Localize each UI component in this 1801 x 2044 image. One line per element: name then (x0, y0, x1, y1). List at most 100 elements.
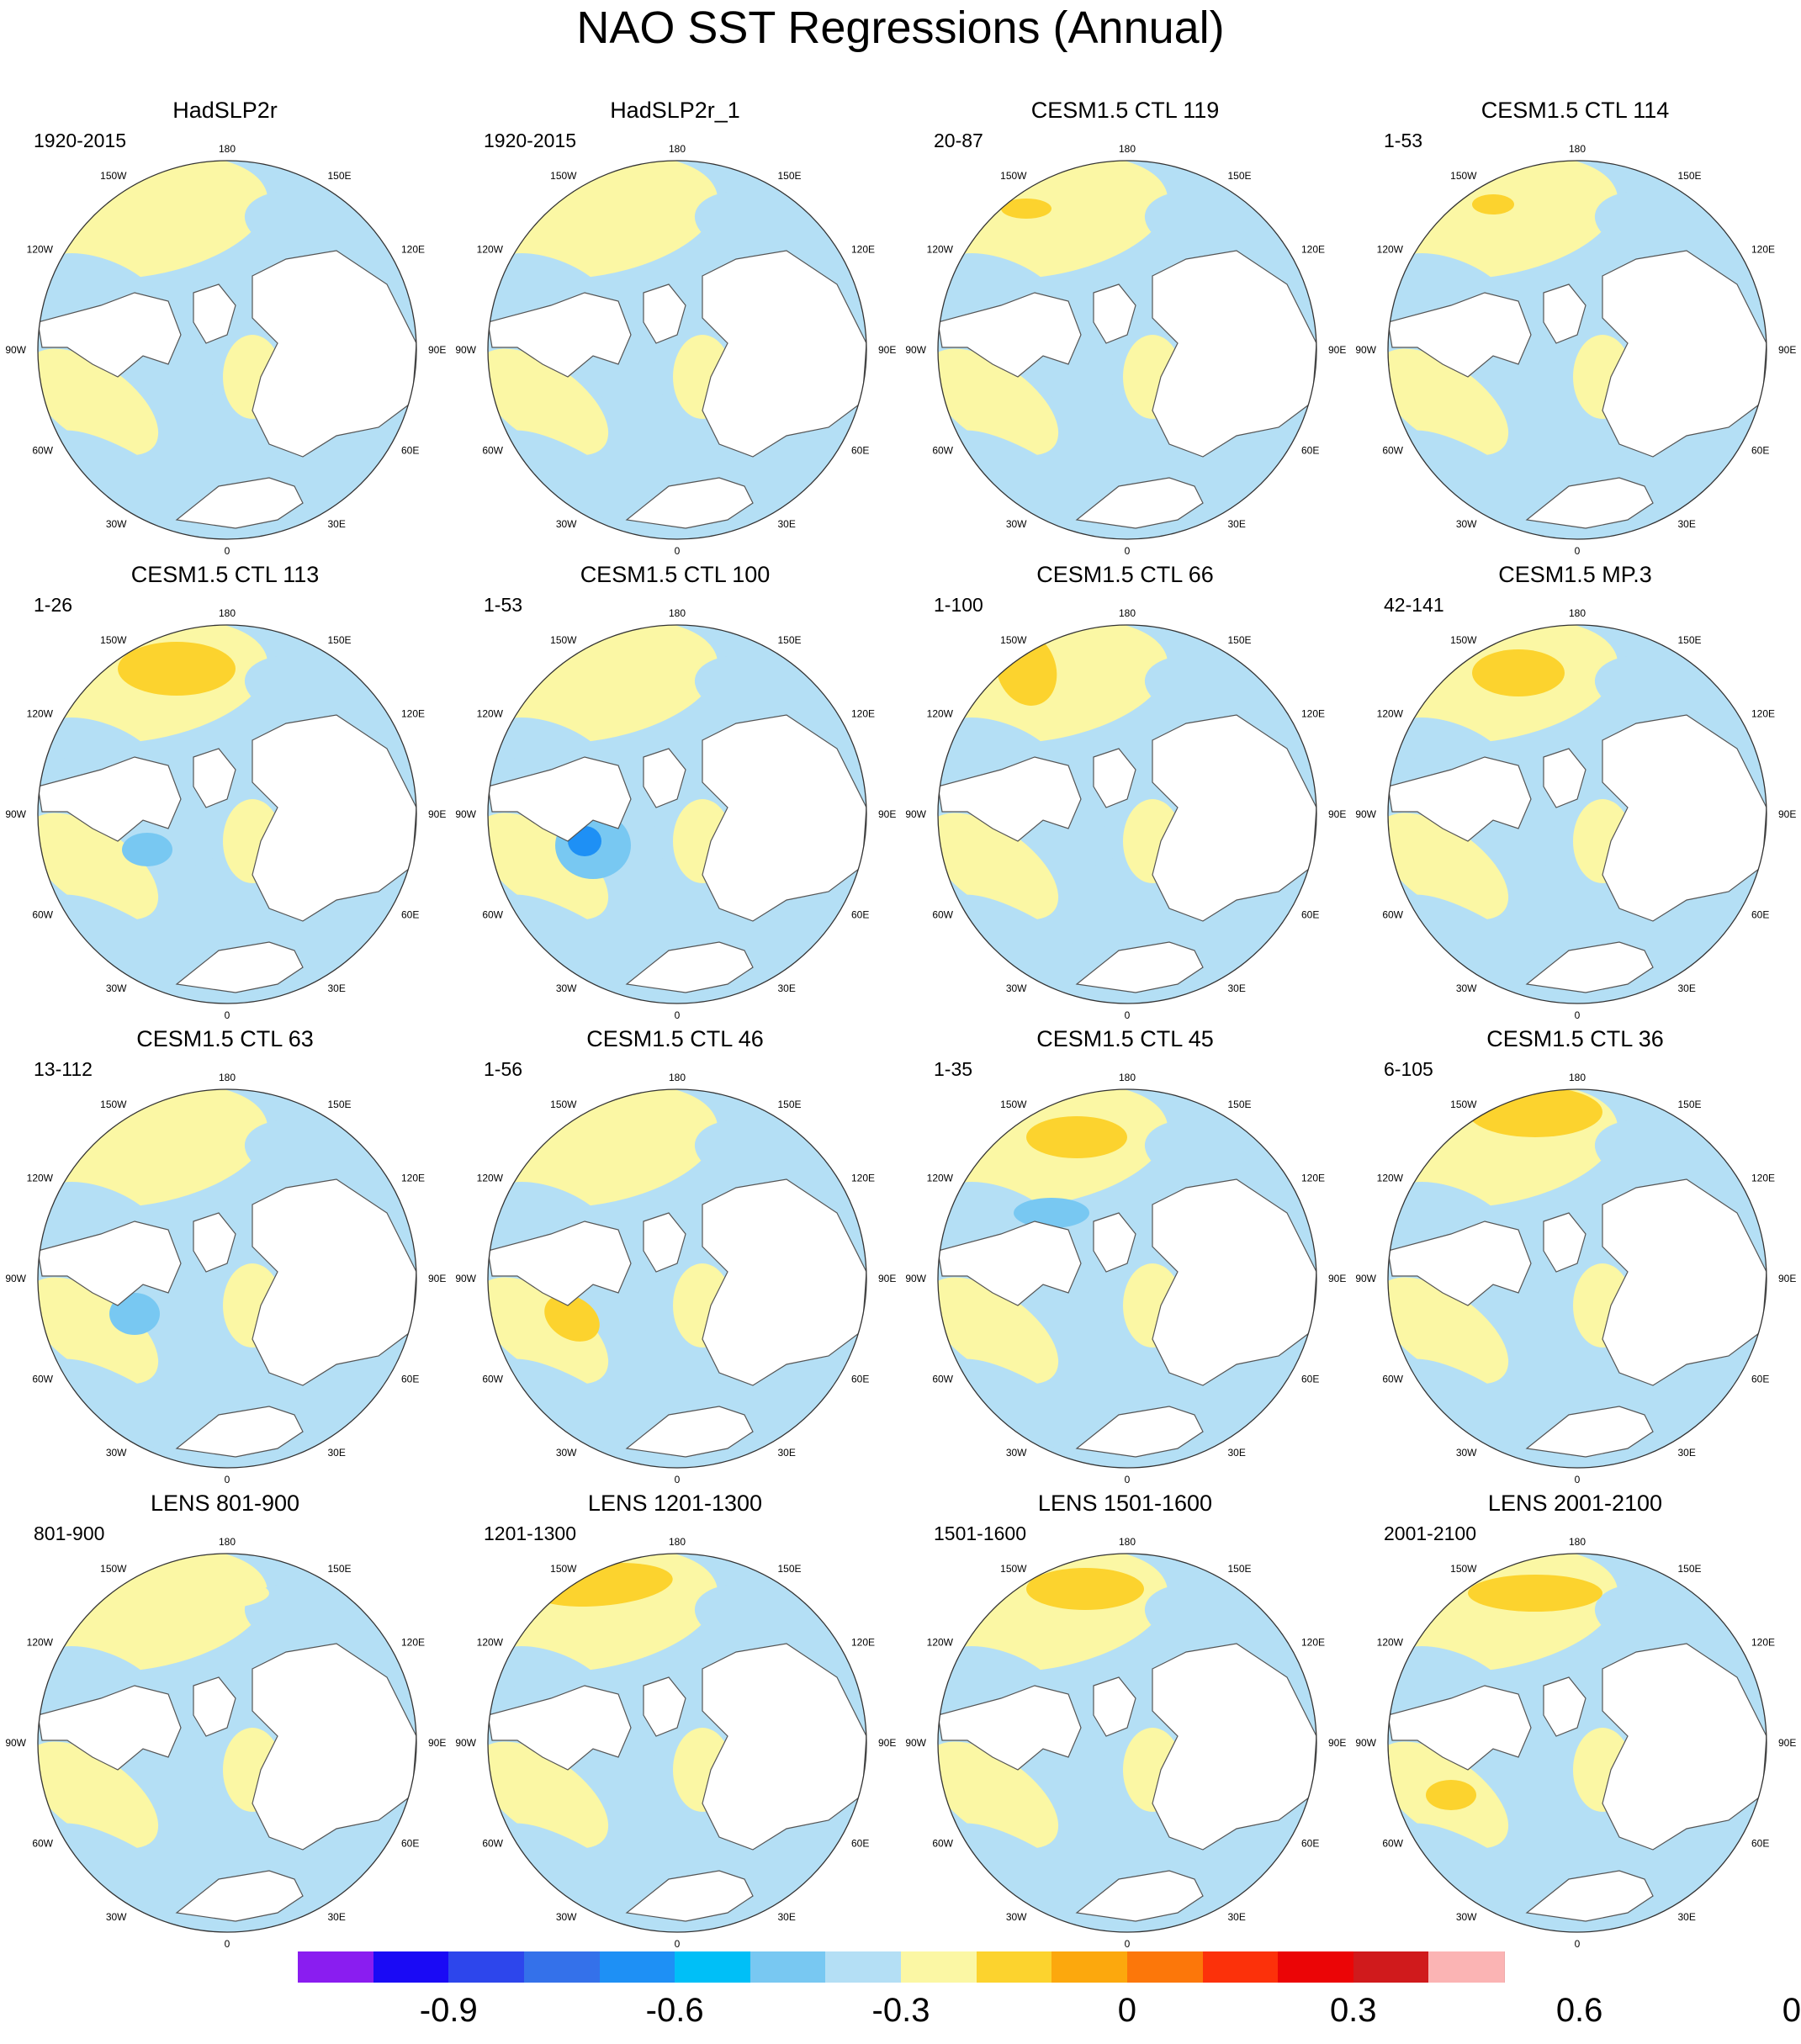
land-mass (1543, 283, 1586, 344)
longitude-label: 120E (851, 244, 875, 256)
land-mass (1602, 1643, 1767, 1851)
land-mass (625, 1870, 754, 1922)
longitude-label: 120W (1377, 244, 1404, 256)
longitude-label: 120E (851, 1637, 875, 1649)
longitude-label: 90E (1328, 1273, 1346, 1284)
panel-title: CESM1.5 MP.3 (1498, 562, 1652, 587)
map-boundary (1387, 624, 1767, 1004)
sst-shading (1594, 1583, 1729, 1654)
longitude-label: 60E (1751, 909, 1769, 921)
longitude-label: 30W (1456, 1911, 1477, 1923)
land-mass (938, 292, 1082, 378)
land-mass (193, 1676, 236, 1737)
longitude-label: 30W (556, 1911, 577, 1923)
longitude-label: 150W (100, 170, 127, 182)
longitude-label: 0 (1575, 1474, 1581, 1485)
polar-map: 180 150E 120E 90E 60E 30E 0 30W 60W 90W 120W 150W (455, 1072, 896, 1485)
longitude-label: 60E (1751, 445, 1769, 457)
longitude-label: 90W (455, 344, 476, 356)
longitude-label: 90W (5, 1737, 26, 1749)
land-mass (252, 714, 416, 922)
longitude-label: 60W (32, 445, 53, 457)
sst-shading (544, 1295, 600, 1342)
longitude-label: 60E (401, 445, 419, 457)
sst-shading (938, 813, 1059, 920)
land-mass (1152, 1643, 1316, 1851)
longitude-label: 120W (477, 708, 504, 720)
map-boundary (1387, 1088, 1767, 1469)
sst-shading (1468, 1575, 1602, 1612)
land-mass (1093, 748, 1136, 808)
longitude-label: 90E (1778, 1737, 1796, 1749)
colorbar-tick-label: 0.9 (1782, 1992, 1801, 2029)
panel-title: LENS 801-900 (150, 1491, 300, 1516)
land-mass (1525, 1406, 1654, 1458)
longitude-label: 60E (1751, 1374, 1769, 1385)
land-mass (1075, 477, 1204, 529)
sst-shading (1388, 348, 1509, 456)
sst-shading (118, 642, 236, 696)
sst-shading (1026, 1279, 1119, 1332)
longitude-label: 30W (556, 1447, 577, 1459)
sst-shading (1472, 649, 1565, 696)
panel-title: CESM1.5 CTL 113 (130, 562, 320, 587)
longitude-label: 150W (1450, 1099, 1477, 1110)
panel-title: CESM1.5 CTL 66 (1036, 562, 1214, 587)
panel-period: 1-53 (1384, 130, 1423, 151)
panel-period: 20-87 (934, 130, 983, 151)
map-panel: CESM1.5 CTL 45 1-35 180 150E 120E 90E 60E 30E 0 3… (900, 1028, 1350, 1492)
longitude-label: 60W (932, 1838, 953, 1850)
longitude-label: 150W (550, 1099, 577, 1110)
colorbar-swatch (976, 1951, 1053, 1983)
land-mass (702, 1178, 866, 1386)
longitude-label: 90W (905, 808, 926, 820)
sst-shading (244, 654, 379, 725)
longitude-label: 30E (778, 982, 796, 994)
longitude-label: 60W (482, 445, 503, 457)
panel-period: 1-26 (34, 594, 73, 616)
sst-shading (938, 1741, 1059, 1849)
sst-shading (938, 348, 1059, 456)
colorbar-swatch (750, 1951, 827, 1983)
longitude-label: 150E (328, 1563, 352, 1575)
longitude-label: 30W (106, 982, 127, 994)
longitude-label: 0 (1575, 1009, 1581, 1021)
longitude-label: 0 (1575, 545, 1581, 557)
land-mass (643, 748, 686, 808)
longitude-label: 120E (1751, 708, 1775, 720)
longitude-label: 90E (428, 808, 446, 820)
longitude-label: 150W (1000, 1099, 1027, 1110)
polar-map: 180 150E 120E 90E 60E 30E 0 30W 60W 90W 120W 150W (5, 143, 446, 557)
longitude-label: 30E (778, 518, 796, 530)
land-mass (1075, 941, 1204, 993)
land-mass (193, 283, 236, 344)
sst-shading (122, 833, 172, 866)
longitude-label: 180 (669, 1536, 686, 1548)
sst-shading (244, 1583, 379, 1654)
sst-shading (52, 1823, 200, 1919)
longitude-label: 60E (401, 1374, 419, 1385)
longitude-label: 120E (1301, 244, 1325, 256)
map-boundary (937, 624, 1317, 1004)
longitude-label: 180 (669, 1072, 686, 1083)
longitude-label: 30W (1006, 1911, 1027, 1923)
land-mass (1388, 292, 1532, 378)
colorbar-tick-label: -0.6 (645, 1992, 704, 2029)
panel-title: CESM1.5 CTL 45 (1036, 1026, 1214, 1051)
sst-shading (1026, 814, 1119, 868)
longitude-label: 180 (219, 1536, 236, 1548)
longitude-label: 150E (1228, 1563, 1252, 1575)
longitude-label: 150E (778, 170, 802, 182)
land-mass (38, 1685, 182, 1771)
panel-title: CESM1.5 CTL 119 (1030, 98, 1220, 123)
longitude-label: 90E (1778, 808, 1796, 820)
land-mass (1602, 250, 1767, 458)
sst-shading (1426, 1780, 1476, 1810)
sst-shading (488, 1277, 609, 1385)
panel-period: 1-53 (484, 594, 523, 616)
colorbar-swatch (825, 1951, 902, 1983)
map-boundary (37, 1088, 417, 1469)
longitude-label: 90W (455, 808, 476, 820)
map-panel: LENS 2001-2100 2001-2100 180 150E 120E 90E 60E… (1350, 1492, 1800, 1957)
longitude-label: 150E (1228, 1099, 1252, 1110)
